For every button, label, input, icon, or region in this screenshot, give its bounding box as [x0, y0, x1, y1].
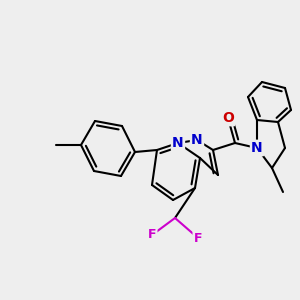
Text: F: F [194, 232, 202, 244]
Text: N: N [191, 133, 203, 147]
Text: F: F [148, 229, 156, 242]
Text: N: N [251, 141, 263, 155]
Text: O: O [222, 111, 234, 125]
Text: N: N [172, 136, 184, 150]
